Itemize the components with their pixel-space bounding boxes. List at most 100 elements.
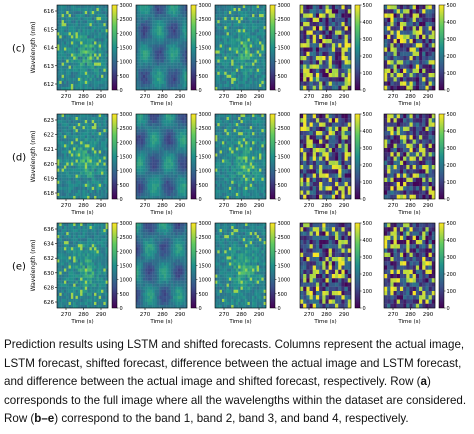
heatmap-cell [59, 150, 62, 154]
heatmap-cell [180, 68, 183, 72]
heatmap-cell [428, 22, 432, 27]
heatmap-cell [68, 126, 72, 130]
heatmap-cell [105, 50, 109, 54]
heatmap-cell [154, 38, 158, 42]
heatmap-cell [221, 77, 225, 82]
heatmap-cell [173, 83, 176, 88]
colorbar-tick-label: 500 [363, 112, 373, 118]
heatmap-cell [226, 147, 230, 151]
heatmap-cell [156, 138, 160, 142]
heatmap-cell [256, 195, 260, 200]
heatmap-cell [233, 195, 237, 200]
heatmap-cell [75, 26, 79, 30]
heatmap-cell [177, 8, 181, 12]
heatmap-cell [147, 117, 151, 121]
heatmap-cell [152, 153, 155, 157]
heatmap-cell [159, 62, 162, 66]
heatmap-cell [77, 156, 81, 160]
heatmap-cell [240, 177, 243, 181]
heatmap-cell [63, 159, 67, 163]
heatmap-cell [149, 129, 153, 133]
heatmap-cell [409, 43, 413, 48]
heatmap-cell [249, 71, 253, 75]
heatmap-cell [256, 5, 260, 9]
heatmap-cell [254, 150, 257, 154]
x-axis-label: Time (s) [70, 101, 93, 107]
heatmap-cell [105, 132, 109, 136]
heatmap-cell [161, 56, 164, 60]
heatmap-cell [166, 141, 169, 145]
heatmap-cell [409, 34, 413, 40]
heatmap-cell [219, 195, 223, 200]
heatmap-cell [87, 47, 90, 51]
heatmap-cell [98, 147, 102, 151]
heatmap-cell [233, 59, 237, 63]
heatmap-cell [68, 26, 72, 30]
heatmap-cell [68, 117, 72, 121]
heatmap-cell [249, 168, 253, 172]
heatmap-cell [384, 64, 388, 69]
heatmap-cell [98, 120, 102, 124]
heatmap-cell [84, 144, 88, 148]
heatmap-cell [390, 13, 394, 18]
heatmap-cell [140, 177, 144, 181]
heatmap-cell [136, 71, 139, 75]
heatmap-cell [177, 150, 181, 154]
heatmap-cell [393, 22, 397, 27]
heatmap-cell [249, 177, 253, 181]
heatmap-cell [103, 23, 106, 27]
heatmap-cell [77, 29, 81, 33]
heatmap-cell [254, 26, 257, 30]
heatmap-cell [315, 182, 320, 187]
heatmap-cell [73, 195, 76, 200]
heatmap-cell [263, 186, 267, 191]
heatmap-cell [177, 83, 181, 88]
heatmap-cell [245, 5, 248, 9]
heatmap-cell [306, 160, 310, 166]
heatmap-cell [154, 23, 158, 27]
heatmap-cell [82, 14, 85, 18]
heatmap-cell [140, 77, 144, 82]
heatmap-cell [338, 148, 342, 153]
heatmap-cell [154, 150, 158, 154]
heatmap-cell [168, 138, 171, 142]
heatmap-cell [403, 60, 407, 65]
heatmap-cell [142, 80, 146, 85]
heatmap-cell [256, 77, 260, 82]
heatmap-cell [252, 114, 255, 118]
heatmap-cell [177, 141, 181, 145]
heatmap-cell [238, 8, 241, 12]
heatmap-cell [325, 165, 329, 170]
heatmap-cell [101, 17, 104, 21]
heatmap-cell [303, 152, 307, 157]
heatmap-cell [322, 139, 326, 144]
heatmap-cell [309, 64, 313, 69]
heatmap-cell [103, 38, 106, 42]
heatmap-cell [259, 174, 262, 178]
heatmap-cell [347, 135, 352, 140]
heatmap-cell [415, 9, 420, 14]
heatmap-cell [231, 71, 234, 75]
heatmap-cell [254, 138, 257, 142]
heatmap-cell [159, 177, 162, 181]
heatmap-cell [396, 26, 401, 31]
heatmap-cell [233, 171, 237, 175]
heatmap-cell [252, 20, 255, 24]
heatmap-cell [98, 23, 102, 27]
heatmap-cell [261, 56, 264, 60]
heatmap-cell [322, 194, 326, 200]
heatmap-cell [156, 123, 160, 127]
heatmap-cell [61, 8, 65, 12]
heatmap-cell [242, 156, 246, 160]
heatmap-cell [315, 139, 320, 144]
heatmap-cell [98, 123, 102, 127]
heatmap-cell [259, 147, 262, 151]
heatmap-cell [105, 59, 109, 63]
heatmap-cell [77, 171, 81, 175]
heatmap-cell [152, 171, 155, 175]
heatmap-cell [154, 8, 158, 12]
heatmap-cell [68, 120, 72, 124]
heatmap-cell [105, 53, 109, 57]
heatmap-cell [175, 56, 178, 60]
heatmap-cell [412, 43, 417, 48]
